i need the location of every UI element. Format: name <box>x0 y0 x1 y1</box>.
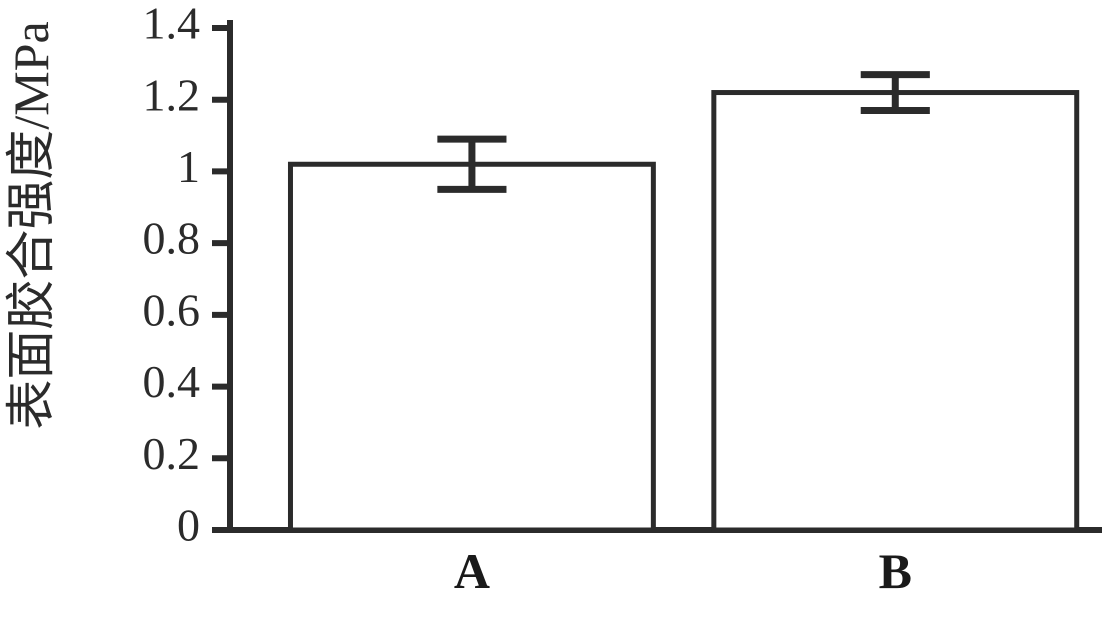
x-category-label: B <box>879 543 912 599</box>
x-category-label: A <box>454 543 490 599</box>
y-tick-label: 0.6 <box>143 284 201 335</box>
bar-chart: 0 0.2 0.4 0.6 0.8 1 1.2 1.4 A B 表面胶合强度/MPa <box>0 0 1116 620</box>
y-tick-label: 0 <box>177 500 200 551</box>
y-tick-label: 1 <box>177 141 200 192</box>
y-tick-label: 0.2 <box>143 428 201 479</box>
bar <box>714 93 1077 530</box>
y-tick-label: 1.2 <box>143 69 201 120</box>
chart-svg: 0 0.2 0.4 0.6 0.8 1 1.2 1.4 A B 表面胶合强度/MPa <box>0 0 1116 620</box>
bar <box>290 164 653 530</box>
y-tick-label: 0.4 <box>143 356 201 407</box>
y-tick-label: 0.8 <box>143 213 201 264</box>
y-tick-label: 1.4 <box>143 0 201 49</box>
y-axis-label: 表面胶合强度/MPa <box>3 21 59 429</box>
